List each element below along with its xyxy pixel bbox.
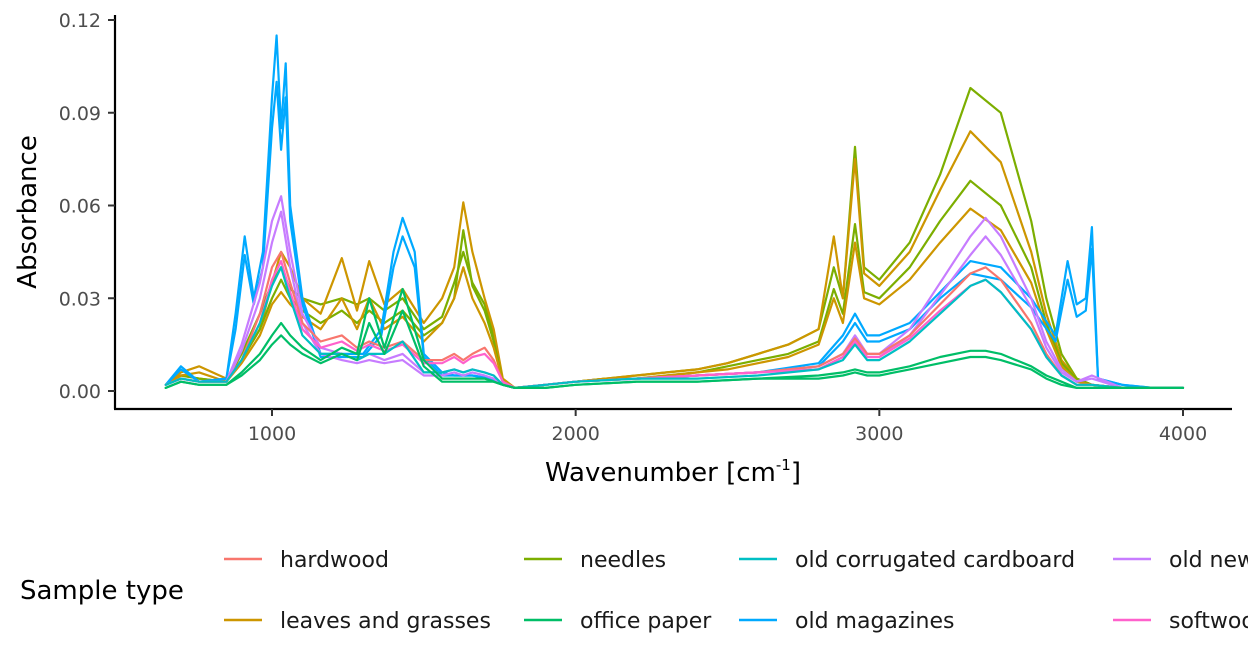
legend-label-hardwood: hardwood [280, 548, 389, 573]
x-tick-label-2000: 2000 [551, 423, 599, 445]
legend-label-needles: needles [580, 548, 666, 573]
y-tick-label-3: 0.09 [59, 103, 101, 125]
x-axis-title: Wavenumber [cm-1] [545, 456, 801, 488]
x-axis-title-main: Wavenumber [cm [545, 458, 776, 488]
legend-item-old-newspaper: old newspaper [1113, 548, 1248, 573]
legend-item-office-paper: office paper [524, 609, 712, 634]
legend-item-softwood: softwood [1113, 609, 1248, 634]
legend-label-softwood: softwood [1169, 609, 1248, 634]
spectrum-line-needles-2 [164, 179, 1185, 389]
x-axis-title-superscript: -1 [776, 456, 791, 474]
y-tick-label-0: 0.00 [59, 381, 101, 403]
y-tick-label-1: 0.03 [59, 288, 101, 310]
y-tick-label-4: 0.12 [59, 10, 101, 32]
x-tick-label-3000: 3000 [855, 423, 903, 445]
legend: Sample type hardwood leaves and grasses … [20, 548, 1248, 634]
axes-layer [113, 15, 1232, 411]
legend-title: Sample type [20, 576, 184, 606]
spectrum-line-hardwood-8 [164, 250, 1185, 389]
spectrum-line-old-magazines-4 [164, 34, 1185, 389]
legend-label-leaves-and-grasses: leaves and grasses [280, 609, 491, 634]
ticks-layer: 1000 2000 3000 4000 0.00 0.03 0.06 0.09 0.12 [59, 10, 1207, 445]
legend-item-leaves-and-grasses: leaves and grasses [224, 609, 491, 634]
y-axis-title: Absorbance [13, 135, 43, 289]
legend-label-office-paper: office paper [580, 609, 712, 634]
y-tick-label-2: 0.06 [59, 196, 101, 218]
x-tick-label-4000: 4000 [1159, 423, 1207, 445]
legend-label-old-newspaper: old newspaper [1169, 548, 1248, 573]
legend-label-old-magazines: old magazines [795, 609, 955, 634]
series-layer [164, 34, 1185, 389]
legend-label-old-corrugated-cardboard: old corrugated cardboard [795, 548, 1075, 573]
x-axis-title-close: ] [791, 458, 801, 488]
legend-item-needles: needles [524, 548, 666, 573]
spectrum-line-office-paper-12 [164, 309, 1185, 389]
x-tick-label-1000: 1000 [248, 423, 296, 445]
legend-item-old-magazines: old magazines [739, 609, 955, 634]
legend-item-old-corrugated-cardboard: old corrugated cardboard [739, 548, 1075, 573]
legend-item-hardwood: hardwood [224, 548, 389, 573]
